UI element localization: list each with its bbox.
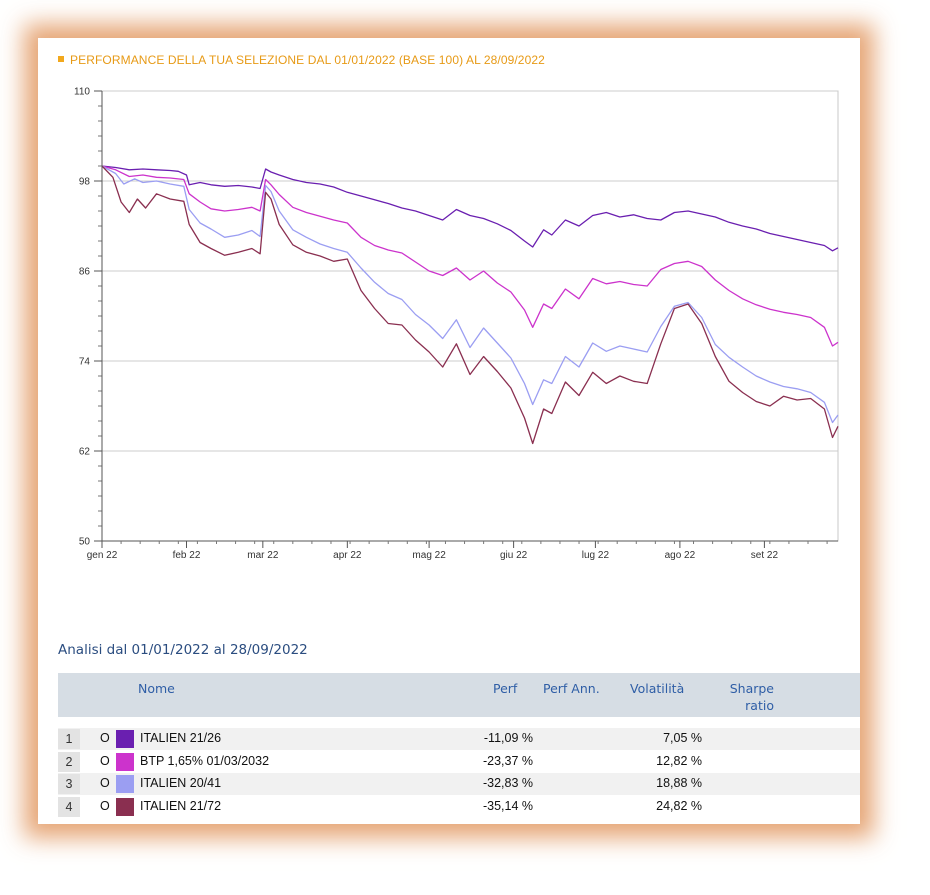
row-color-swatch [116,797,134,816]
y-tick-label: 50 [79,537,91,548]
x-tick-label: apr 22 [333,550,362,561]
y-tick-label: 62 [79,447,91,458]
row-perf: -11,09 % [483,731,533,745]
row-volatility: 7,05 % [663,731,702,745]
x-tick-label: giu 22 [500,550,528,561]
performance-line-chart: 50 62 74 86 98 110 gen 22 feb 22 mar 22 apr 22 mag… [74,87,839,561]
x-tick-label: set 22 [751,550,779,561]
row-color-swatch [116,730,134,748]
row-marker: O [100,753,110,768]
row-name: ITALIEN 21/72 [140,798,222,813]
y-tick-label: 86 [79,267,91,278]
plot-frame [101,90,839,542]
chart-title: PERFORMANCE DELLA TUA SELEZIONE DAL 01/0… [58,53,545,67]
header-perf-ann: Perf Ann. [543,681,600,696]
series-line [101,165,839,347]
analysis-table-header: Nome Perf Perf Ann. Volatilità Sharpe ra… [58,673,860,717]
header-sharpe-line1: Sharpe [729,681,774,696]
header-sharpe-ratio: Sharpe ratio [726,680,774,714]
axis-layer: 50 62 74 86 98 110 gen 22 feb 22 mar 22 apr 22 mag… [74,87,838,561]
x-tick-label: mar 22 [247,550,279,561]
row-marker: O [100,731,110,745]
row-volatility: 24,82 % [656,798,702,813]
row-perf: -23,37 % [482,753,533,768]
x-tick-label: mag 22 [412,550,446,561]
row-name: ITALIEN 20/41 [140,776,222,790]
table-row[interactable]: 3 O ITALIEN 20/41 -32,83 % 18,88 % [58,773,860,795]
row-color-swatch [116,752,134,771]
header-volatilita: Volatilità [630,681,685,696]
row-index: 3 [58,774,80,794]
performance-card: PERFORMANCE DELLA TUA SELEZIONE DAL 01/0… [38,38,860,824]
row-volatility: 18,88 % [656,776,702,790]
row-index: 2 [58,751,80,772]
x-tick-label: ago 22 [665,550,696,561]
grid-layer [101,90,839,542]
row-volatility: 12,82 % [656,753,702,768]
row-marker: O [100,798,110,813]
row-index: 4 [58,796,80,817]
series-line [101,165,839,424]
row-perf: -32,83 % [482,776,533,790]
row-name: BTP 1,65% 01/03/2032 [140,753,270,768]
table-row[interactable]: 4 O ITALIEN 21/72 -35,14 % 24,82 % [58,796,860,818]
row-marker: O [100,776,110,790]
series-line [101,165,839,252]
series-line [101,165,839,445]
y-tick-label: 110 [74,87,90,98]
x-tick-label: lug 22 [582,550,610,561]
title-bullet-icon [58,56,64,62]
table-row[interactable]: 2 O BTP 1,65% 01/03/2032 -23,37 % 12,82 % [58,751,860,773]
y-tick-label: 98 [79,177,91,188]
analysis-title: Analisi dal 01/01/2022 al 28/09/2022 [58,642,308,658]
header-perf: Perf [493,681,518,696]
x-tick-label: feb 22 [173,550,201,561]
row-color-swatch [116,775,134,793]
series-layer [101,165,839,445]
row-index: 1 [58,729,80,749]
chart-title-text: PERFORMANCE DELLA TUA SELEZIONE DAL 01/0… [70,53,545,67]
x-tick-label: gen 22 [87,550,118,561]
y-tick-label: 74 [79,357,91,368]
table-row[interactable]: 1 O ITALIEN 21/26 -11,09 % 7,05 % [58,728,860,750]
row-name: ITALIEN 21/26 [140,731,222,745]
header-nome: Nome [138,681,175,696]
row-perf: -35,14 % [482,798,533,813]
header-sharpe-line2: ratio [745,698,774,713]
